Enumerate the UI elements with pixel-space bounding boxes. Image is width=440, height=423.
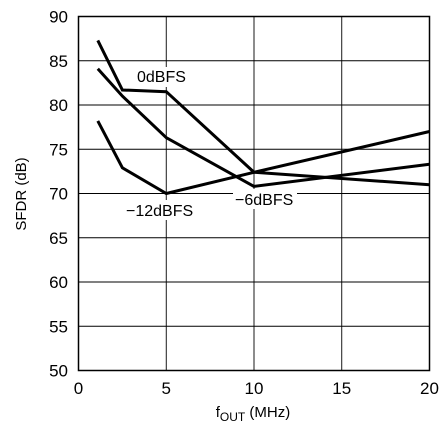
y-tick-label: 80 (49, 96, 68, 115)
series-line-6dbfs (96, 67, 430, 188)
x-tick-labels: 0 5 10 15 20 (74, 379, 439, 398)
series-lines (96, 39, 430, 196)
series-line-12dbfs (96, 120, 430, 196)
annotation-0dbfs: 0dBFS (137, 69, 186, 86)
y-tick-label: 55 (49, 317, 68, 336)
y-tick-label: 70 (49, 185, 68, 204)
x-tick-label: 10 (245, 379, 264, 398)
plot-frame (77, 15, 431, 372)
x-tick-label: 0 (74, 379, 83, 398)
x-tick-label: 20 (420, 379, 439, 398)
y-axis-label: SFDR (dB) (13, 157, 30, 230)
series-line-0dbfs (96, 39, 430, 187)
y-tick-label: 85 (49, 52, 68, 71)
x-tick-label: 15 (332, 379, 351, 398)
y-tick-label: 75 (49, 140, 68, 159)
annotation-minus6dbfs: −6dBFS (235, 192, 293, 209)
y-tick-label: 50 (49, 362, 68, 381)
annotation-bg-minus12dbfs (124, 200, 196, 220)
y-tick-label: 90 (49, 8, 68, 27)
annotation-minus12dbfs: −12dBFS (126, 203, 193, 220)
x-tick-label: 5 (162, 379, 171, 398)
y-tick-label: 60 (49, 273, 68, 292)
y-tick-label: 65 (49, 229, 68, 248)
annotation-bg-minus6dbfs (233, 189, 297, 209)
y-tick-labels: 50 55 60 65 70 75 80 85 90 (49, 8, 68, 381)
x-axis-label: fOUT (MHz) (216, 404, 291, 423)
annotation-bg-0dbfs (134, 67, 188, 87)
